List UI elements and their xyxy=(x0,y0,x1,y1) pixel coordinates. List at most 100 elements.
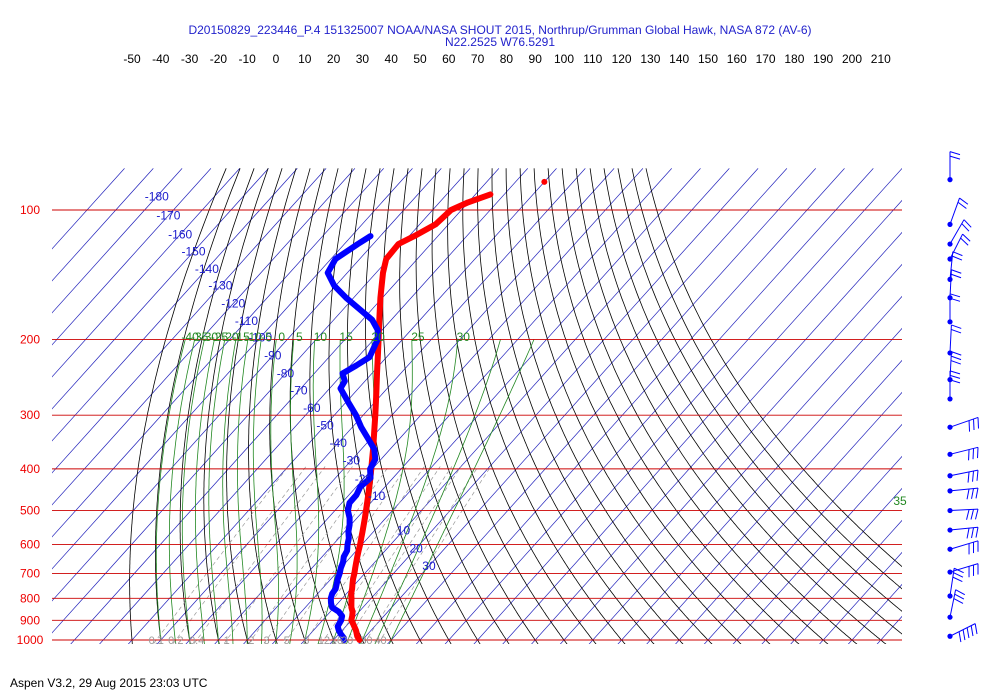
wind-barb-station xyxy=(947,633,953,639)
isotherm-label: 10 xyxy=(397,523,411,537)
wind-barb-feather xyxy=(951,269,962,274)
wind-barb xyxy=(947,589,966,620)
dry-adiabat-line xyxy=(226,168,283,644)
moist-adiabat-line xyxy=(222,339,237,644)
wind-barb-station xyxy=(947,593,953,599)
wind-barb-feather xyxy=(976,470,979,481)
isotherm-label: -10 xyxy=(368,489,386,503)
isotherm-line xyxy=(185,168,615,644)
temperature-tick-label: 50 xyxy=(413,52,427,66)
dry-adiabat-line xyxy=(365,168,452,644)
temperature-tick-label: 80 xyxy=(500,52,514,66)
pressure-tick-label: 300 xyxy=(20,408,40,422)
mixing-ratio-line xyxy=(320,466,441,644)
wind-barb xyxy=(947,269,962,301)
moist-adiabat-label: 35 xyxy=(893,494,907,508)
isotherm-label: -100 xyxy=(248,331,272,345)
pressure-tick-label: 800 xyxy=(20,591,40,605)
temperature-tick-label: 140 xyxy=(669,52,689,66)
isotherm-label: -20 xyxy=(355,472,373,486)
wind-barb-feather xyxy=(968,449,970,461)
dry-adiabat-line xyxy=(603,168,902,635)
isotherm-line xyxy=(52,168,240,378)
wind-barb-feather xyxy=(961,223,970,232)
mixing-ratio-label: 3 xyxy=(263,635,269,647)
wind-barb-feather xyxy=(959,197,969,205)
wind-barb-feather xyxy=(949,374,961,379)
isotherm-label: -80 xyxy=(277,366,295,380)
wind-barb-feather xyxy=(970,625,974,637)
dry-adiabat-line xyxy=(179,168,255,644)
isotherm-label: -160 xyxy=(168,227,192,241)
wind-barb xyxy=(947,293,961,325)
moist-adiabat-line xyxy=(168,339,196,644)
wind-barb-feather xyxy=(971,488,975,499)
isotherm-line xyxy=(819,551,902,644)
mixing-ratio-line xyxy=(172,466,307,644)
moist-adiabat-line xyxy=(252,339,263,644)
dry-adiabat-line xyxy=(575,168,858,644)
wind-barb xyxy=(947,219,972,247)
isotherm-label: -40 xyxy=(330,436,348,450)
wind-barb-feather xyxy=(949,293,961,298)
temperature-tick-label: 70 xyxy=(471,52,485,66)
mixing-ratio-label: 5 xyxy=(284,635,290,647)
chart-subtitle: N22.2525 W76.5291 xyxy=(444,35,556,49)
wind-barb-feather xyxy=(971,527,975,539)
wind-barb-feather xyxy=(955,589,966,596)
pressure-tick-label: 700 xyxy=(20,566,40,580)
wind-barb-feather xyxy=(952,576,963,583)
mixing-ratio-label: 30 xyxy=(360,635,372,647)
wind-barb-feather xyxy=(949,370,961,375)
wind-barb-staff xyxy=(949,197,960,225)
wind-barb xyxy=(947,197,969,227)
isotherm-line xyxy=(52,168,269,410)
wind-barb-feather xyxy=(975,527,979,538)
moist-adiabat-label: -10 xyxy=(245,330,263,344)
isotherm-line xyxy=(99,168,528,644)
dry-adiabat-line xyxy=(519,168,742,644)
temperature-tick-label: 200 xyxy=(842,52,862,66)
isotherm-line xyxy=(703,423,902,644)
isotherm-line xyxy=(761,487,902,644)
dry-adiabat-line xyxy=(477,168,655,644)
dry-adiabat-line xyxy=(631,168,902,590)
mixing-ratio-line xyxy=(248,466,375,644)
dry-adiabat-line xyxy=(589,168,887,644)
temperature-tick-label: -10 xyxy=(239,52,257,66)
moist-adiabat-label: -20 xyxy=(221,330,239,344)
mixing-ratio-label: 20 xyxy=(341,635,353,647)
wind-barb-feather xyxy=(966,509,970,520)
wind-barb-feather xyxy=(949,151,961,156)
isotherm-line xyxy=(52,168,154,282)
isotherm-line xyxy=(214,168,644,644)
isotherm-label: 30 xyxy=(422,559,436,573)
isotherm-label: -130 xyxy=(208,279,232,293)
moist-adiabat-line xyxy=(360,339,459,644)
wind-barb-feather xyxy=(951,355,962,361)
wind-barb-feather xyxy=(962,629,966,641)
isotherm-line xyxy=(531,231,902,644)
moist-adiabat-label: -25 xyxy=(211,330,229,344)
moist-adiabat-label: 15 xyxy=(339,330,353,344)
isotherm-line xyxy=(415,168,845,644)
isotherm-label: -110 xyxy=(235,314,258,328)
isotherm-line xyxy=(617,327,902,644)
wind-barb-feather xyxy=(952,255,963,261)
temperature-tick-label: 20 xyxy=(327,52,341,66)
wind-barb-feather xyxy=(977,447,979,459)
wind-barb-feather xyxy=(968,420,971,432)
dry-adiabat-line xyxy=(447,168,597,644)
pressure-tick-label: 500 xyxy=(20,504,40,518)
wind-barb-feather xyxy=(954,593,965,600)
isotherm-line xyxy=(52,168,212,346)
temperature-tick-label: 160 xyxy=(727,52,747,66)
isotherm-line xyxy=(127,168,557,644)
isotherm-line xyxy=(675,391,902,644)
temperature-tick-label: 130 xyxy=(640,52,660,66)
dry-adiabat-line xyxy=(129,168,227,644)
wind-barb xyxy=(947,540,979,555)
mixing-ratio-line xyxy=(223,466,353,644)
isotherm-line xyxy=(387,168,816,644)
